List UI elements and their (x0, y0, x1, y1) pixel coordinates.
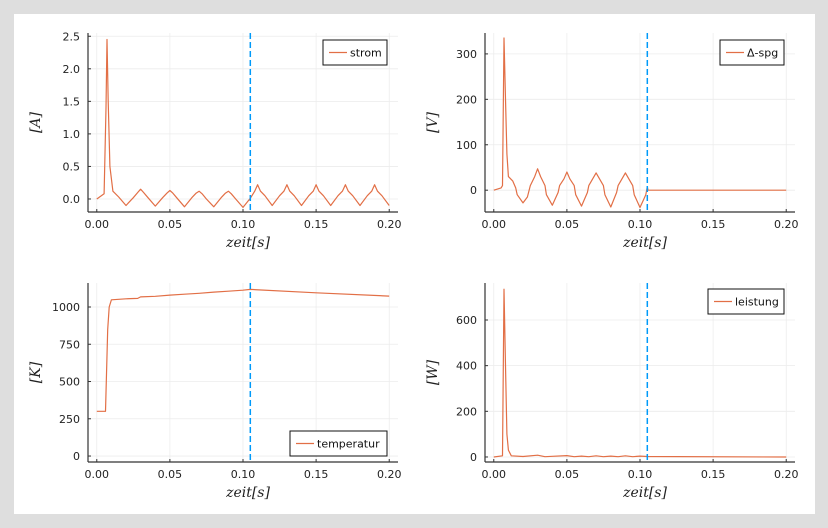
y-tick-label: 2.5 (63, 30, 81, 43)
x-tick-label: 0.00 (85, 468, 110, 481)
y-tick-label: 1.0 (63, 128, 81, 141)
x-tick-label: 0.10 (628, 218, 653, 231)
x-tick-label: 0.05 (555, 468, 580, 481)
x-tick-label: 0.05 (158, 468, 183, 481)
x-tick-label: 0.10 (628, 468, 653, 481)
x-tick-label: 0.15 (304, 218, 329, 231)
x-tick-label: 0.15 (304, 468, 329, 481)
series-line-strom (96, 38, 390, 208)
subplot-1: 0.00 0.05 0.10 0.15 0.20 0.0 0.5 1.0 1.5 2.0 2.5 ze… (28, 30, 401, 251)
legend-label: Δ-spg (747, 47, 778, 60)
subplot-2: 0.00 0.05 0.10 0.15 0.20 0 100 200 300 zeit[s] [V]… (425, 33, 798, 251)
x-axis-label: zeit[s] (225, 485, 270, 501)
x-tick-label: 0.05 (555, 218, 580, 231)
subplot-3: 0.00 0.05 0.10 0.15 0.20 0 250 500 750 1000 zeit[s… (28, 283, 401, 501)
x-tick-label: 0.20 (377, 218, 402, 231)
x-tick-label: 0.00 (482, 468, 507, 481)
y-tick-label: 750 (59, 338, 80, 351)
y-tick-label: 300 (456, 48, 477, 61)
y-tick-label: 0 (470, 451, 477, 464)
x-tick-label: 0.20 (377, 468, 402, 481)
y-tick-label: 1000 (52, 301, 80, 314)
x-tick-label: 0.20 (774, 218, 799, 231)
y-tick-label: 600 (456, 314, 477, 327)
x-tick-label: 0.10 (231, 218, 256, 231)
legend-label: temperatur (317, 438, 380, 451)
series-line-Δ-spg (493, 37, 787, 209)
figure-background (14, 14, 815, 514)
x-tick-label: 0.05 (158, 218, 183, 231)
y-tick-label: 2.0 (63, 63, 81, 76)
x-axis-label: zeit[s] (622, 485, 667, 501)
y-tick-label: 250 (59, 413, 80, 426)
y-tick-label: 0 (73, 450, 80, 463)
y-tick-label: 0.5 (63, 160, 81, 173)
y-tick-label: 0.0 (63, 193, 81, 206)
y-tick-label: 200 (456, 405, 477, 418)
y-tick-label: 1.5 (63, 95, 81, 108)
x-tick-label: 0.00 (85, 218, 110, 231)
x-tick-label: 0.20 (774, 468, 799, 481)
y-tick-label: 0 (470, 184, 477, 197)
y-tick-label: 400 (456, 360, 477, 373)
y-tick-label: 200 (456, 93, 477, 106)
series-line-leistung (493, 288, 787, 458)
x-tick-label: 0.10 (231, 468, 256, 481)
x-tick-label: 0.00 (482, 218, 507, 231)
x-axis-label: zeit[s] (622, 235, 667, 251)
y-tick-label: 500 (59, 376, 80, 389)
legend-label: leistung (735, 296, 779, 309)
x-tick-label: 0.15 (701, 218, 726, 231)
series-line-temperatur (96, 288, 390, 412)
x-tick-label: 0.15 (701, 468, 726, 481)
y-axis-label: [V] (425, 111, 441, 133)
subplot-4: 0.00 0.05 0.10 0.15 0.20 0 200 400 600 zeit[s] [W]… (425, 283, 798, 501)
legend-label: strom (350, 47, 382, 60)
x-axis-label: zeit[s] (225, 235, 270, 251)
y-axis-label: [K] (28, 361, 44, 383)
y-axis-label: [A] (28, 111, 44, 133)
y-tick-label: 100 (456, 139, 477, 152)
y-axis-label: [W] (425, 359, 441, 385)
